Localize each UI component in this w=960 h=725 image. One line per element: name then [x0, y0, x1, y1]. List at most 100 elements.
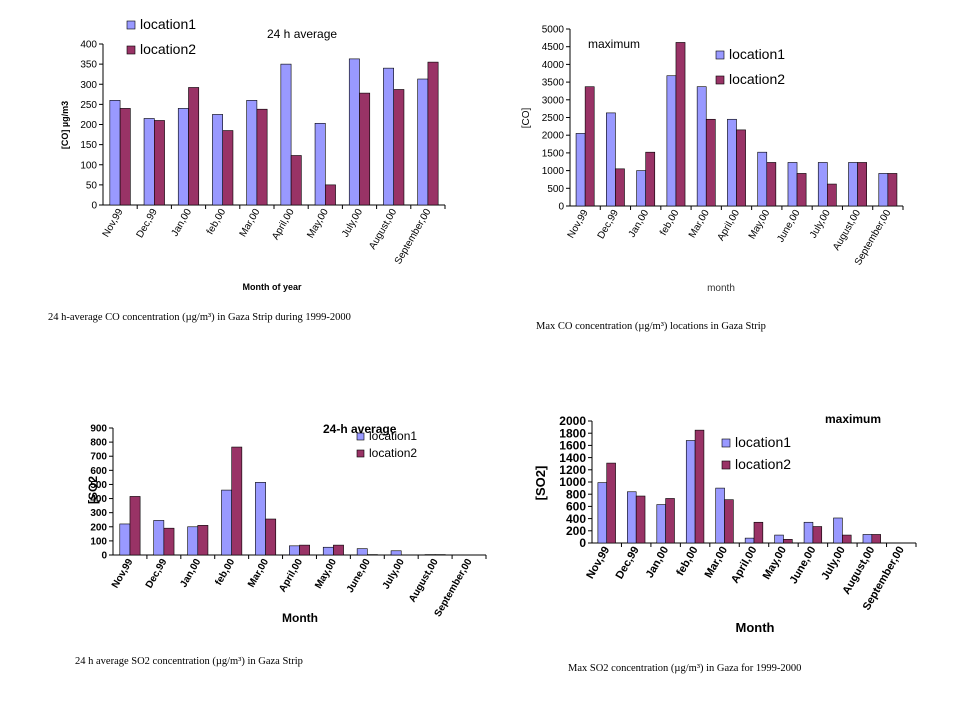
legend-label-location1: location1	[369, 429, 417, 443]
legend-swatch-location1	[357, 433, 364, 440]
y-tick-label: 2500	[542, 113, 565, 124]
y-tick-label: 1600	[559, 439, 586, 453]
y-axis-label: [CO] µg/m3	[60, 101, 70, 149]
x-tick-label: Mar,00	[246, 557, 271, 590]
bar-location2	[888, 173, 897, 206]
y-tick-label: 800	[90, 438, 107, 449]
x-tick-label: Jan,00	[627, 208, 652, 240]
bar-location1	[212, 114, 222, 205]
bar-location1	[598, 483, 607, 543]
x-tick-label: August,00	[367, 207, 399, 252]
y-tick-label: 2000	[542, 131, 565, 142]
bar-location2	[615, 169, 624, 206]
y-tick-label: 1500	[542, 148, 565, 159]
y-tick-label: 3000	[542, 95, 565, 106]
x-tick-label: Nov,99	[101, 207, 126, 240]
y-axis-label: [SO2]	[533, 466, 548, 501]
x-tick-label: Jan,00	[644, 545, 672, 581]
y-tick-label: 350	[80, 60, 97, 71]
bar-location2	[257, 109, 267, 205]
x-axis-label: month	[707, 283, 735, 294]
bar-location1	[247, 100, 257, 205]
bar-location1	[727, 119, 736, 206]
x-tick-label: August,00	[831, 208, 863, 253]
bar-location1	[178, 108, 188, 205]
bar-location2	[827, 184, 836, 206]
bar-location2	[333, 545, 343, 555]
bar-location1	[418, 79, 428, 205]
x-tick-label: May,00	[305, 207, 331, 241]
y-tick-label: 300	[80, 80, 97, 91]
chart-panel-4: 0200400600800100012001400160018002000Nov…	[533, 412, 916, 635]
bar-location2	[300, 545, 310, 555]
y-tick-label: 200	[90, 522, 107, 533]
y-axis-label: [CO]	[521, 108, 532, 129]
bar-location2	[813, 527, 822, 543]
x-tick-label: September,00	[393, 207, 434, 267]
bar-location1	[758, 152, 767, 206]
bar-location2	[120, 108, 130, 205]
chart-title: 24 h average	[267, 27, 337, 41]
bar-location2	[666, 498, 675, 543]
x-tick-label: feb,00	[205, 207, 229, 237]
y-tick-label: 0	[101, 551, 107, 562]
y-tick-label: 150	[80, 140, 97, 151]
bar-location1	[849, 162, 858, 206]
y-tick-label: 0	[91, 201, 97, 212]
x-tick-label: Mar,00	[238, 207, 263, 239]
bar-location2	[646, 152, 655, 206]
bar-location2	[706, 119, 715, 206]
x-tick-label: Dec,99	[614, 545, 642, 582]
bar-location2	[767, 162, 776, 206]
y-axis-label: [SO2	[86, 476, 100, 504]
caption-so2-average: 24 h average SO2 concentration (µg/m³) i…	[75, 656, 303, 667]
bar-location2	[842, 535, 851, 543]
y-tick-label: 0	[579, 536, 586, 550]
x-tick-label: July,00	[808, 208, 833, 241]
bar-location1	[383, 68, 393, 205]
legend-label-location1: location1	[140, 16, 196, 32]
bar-location2	[783, 539, 792, 543]
legend-label-location2: location2	[735, 456, 791, 472]
bar-location2	[130, 496, 140, 555]
bar-location1	[667, 76, 676, 206]
bar-location1	[222, 490, 232, 555]
caption-co-maximum: Max CO concentration (µg/m³) locations i…	[536, 321, 766, 332]
bar-location2	[872, 534, 881, 543]
x-axis-label: Month of year	[242, 282, 301, 292]
bar-location1	[144, 118, 154, 205]
bar-location1	[788, 162, 797, 206]
bar-location1	[120, 524, 130, 555]
caption-co-average: 24 h-average CO concentration (µg/m³) in…	[48, 312, 351, 323]
y-tick-label: 400	[80, 40, 97, 51]
y-tick-label: 1000	[542, 166, 565, 177]
bar-location2	[585, 87, 594, 206]
y-tick-label: 500	[547, 184, 564, 195]
y-tick-label: 600	[90, 466, 107, 477]
y-tick-label: 3500	[542, 78, 565, 89]
x-tick-label: July,00	[340, 207, 365, 240]
legend-label-location1: location1	[729, 46, 785, 62]
y-tick-label: 400	[566, 512, 586, 526]
legend-label-location2: location2	[369, 446, 417, 460]
y-tick-label: 100	[80, 160, 97, 171]
bar-location1	[154, 520, 164, 555]
legend-swatch-location1	[722, 439, 730, 447]
bar-location1	[804, 522, 813, 543]
x-tick-label: April,00	[270, 207, 297, 242]
x-tick-label: Dec,99	[135, 207, 161, 240]
bar-location2	[636, 496, 645, 543]
y-tick-label: 5000	[542, 25, 565, 36]
bar-location2	[754, 522, 763, 543]
bar-location2	[428, 62, 438, 205]
bar-location1	[188, 527, 198, 555]
x-tick-label: Nov,99	[566, 208, 591, 241]
bar-location2	[232, 447, 242, 555]
bar-location2	[291, 155, 301, 205]
bar-location2	[676, 42, 685, 206]
bar-location1	[834, 518, 843, 543]
bar-location2	[725, 500, 734, 543]
x-axis-label: Month	[282, 611, 318, 625]
